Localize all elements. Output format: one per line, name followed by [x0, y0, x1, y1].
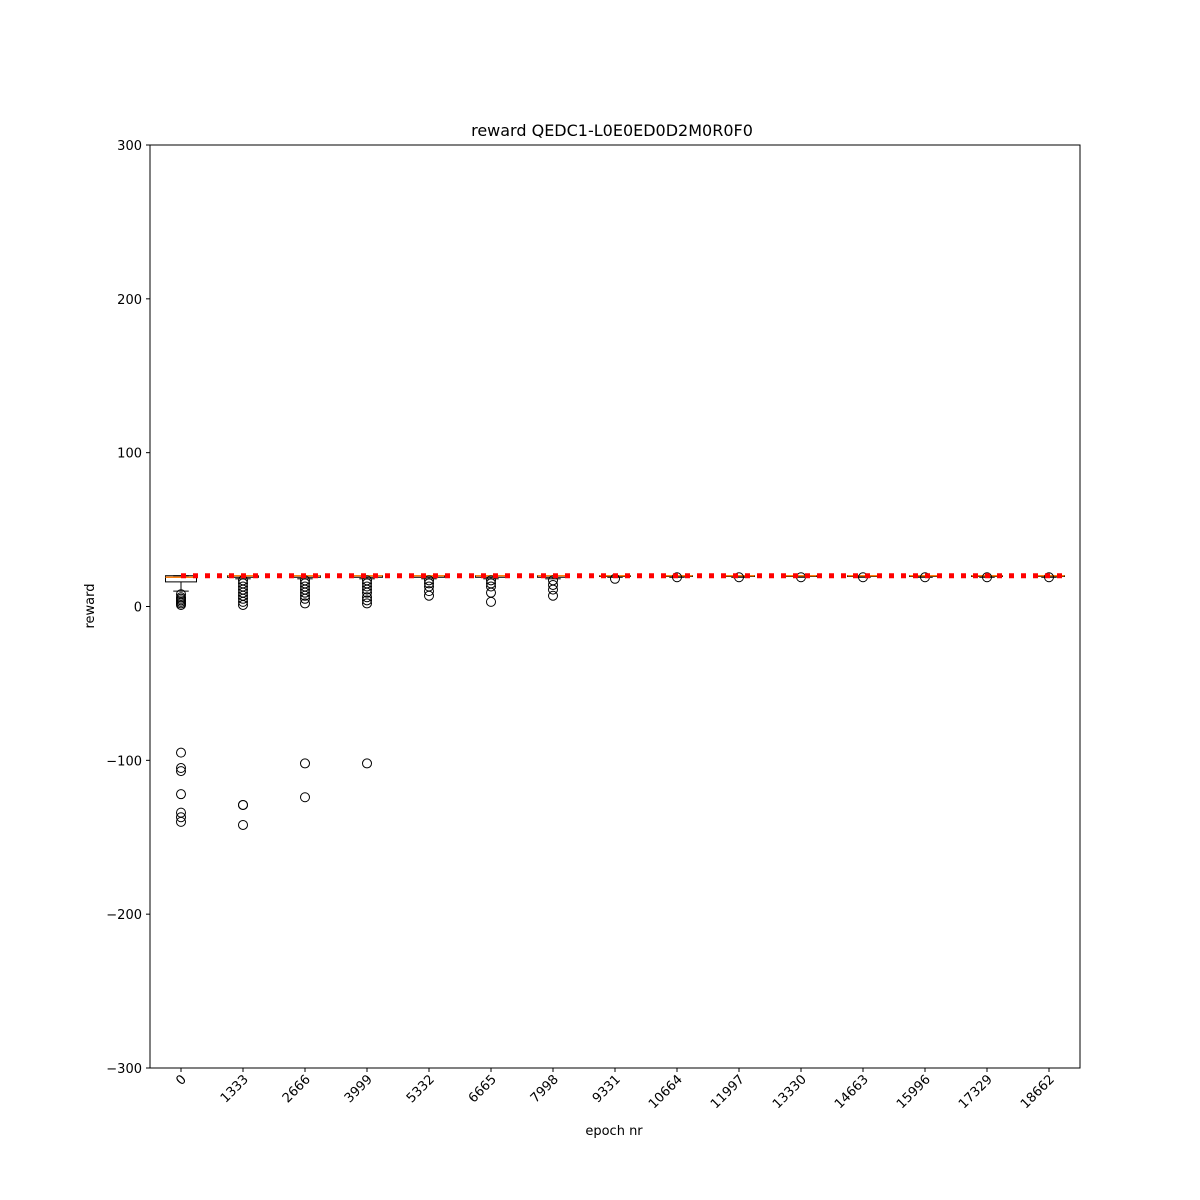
flier [238, 596, 248, 607]
flier [300, 593, 310, 604]
flier [238, 593, 248, 604]
y-tick-label: −300 [106, 1062, 142, 1077]
flier [424, 578, 434, 589]
flier [238, 819, 248, 830]
flier [300, 590, 310, 601]
flier [300, 587, 310, 598]
flier [176, 789, 186, 800]
flier [300, 792, 310, 803]
flier [176, 763, 186, 774]
flier [362, 587, 372, 598]
y-tick-label: −100 [106, 754, 142, 769]
flier [548, 590, 558, 601]
y-tick-label: 300 [117, 139, 142, 154]
flier [238, 599, 248, 610]
flier [672, 572, 682, 583]
plot-frame [149, 144, 1081, 1069]
flier [176, 812, 186, 823]
flier [548, 579, 558, 590]
flier [424, 575, 434, 586]
flier [486, 596, 496, 607]
flier [362, 584, 372, 595]
flier [362, 595, 372, 606]
flier [486, 581, 496, 592]
flier [300, 598, 310, 609]
flier [176, 599, 186, 610]
flier [548, 584, 558, 595]
chart-title: reward QEDC1-L0E0ED0D2M0R0F0 [471, 121, 753, 140]
y-tick-label: −200 [106, 908, 142, 923]
flier [362, 592, 372, 603]
flier [176, 816, 186, 827]
flier [176, 766, 186, 777]
flier [424, 590, 434, 601]
flier [982, 572, 992, 583]
flier [362, 598, 372, 609]
x-axis-label: epoch nr [585, 1124, 643, 1139]
flier [424, 586, 434, 597]
y-tick-label: 200 [117, 293, 142, 308]
y-tick-label: 100 [117, 447, 142, 462]
y-axis-label: reward [83, 583, 98, 628]
flier [238, 799, 248, 810]
y-tick-label: 0 [134, 601, 142, 616]
flier [362, 758, 372, 769]
flier [176, 747, 186, 758]
flier [300, 758, 310, 769]
flier [486, 575, 496, 586]
flier [1044, 572, 1054, 583]
flier [362, 581, 372, 592]
